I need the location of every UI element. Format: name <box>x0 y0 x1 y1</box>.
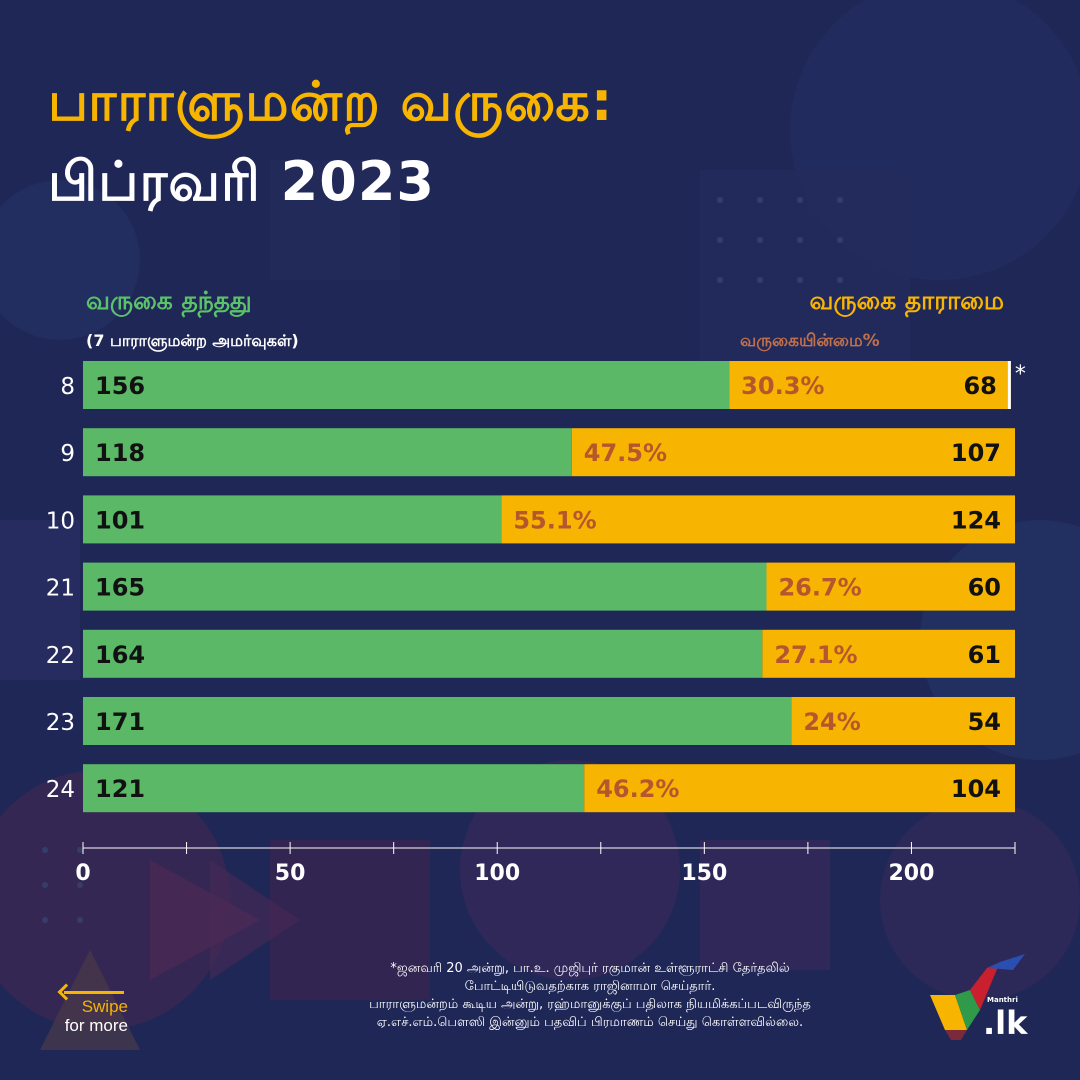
category-label: 9 <box>60 441 75 467</box>
bar-absent <box>501 495 1015 544</box>
bar-present <box>83 697 792 745</box>
swipe-label: Swipe <box>81 997 128 1016</box>
absent-value-label: 60 <box>968 574 1001 602</box>
bar-present <box>83 495 502 544</box>
absent-value-label: 54 <box>968 708 1001 736</box>
x-tick-label: 0 <box>75 861 90 886</box>
legend-absent: வருகை தாராமை <box>809 286 1004 315</box>
title-line-1: பாராளுமன்ற வருகை: <box>48 70 614 133</box>
bar-absent <box>766 562 1015 611</box>
absence-percent-label: 47.5% <box>584 439 667 467</box>
legend-present: வருகை தந்தது <box>86 286 252 315</box>
swipe-sub-label: for more <box>64 1016 128 1035</box>
bar-absent <box>791 697 1015 745</box>
present-value-label: 118 <box>95 439 145 467</box>
category-label: 10 <box>46 508 75 534</box>
footnote: *ஜனவரி 20 அன்று, பா.உ. முஜிபுர் ரகுமான் … <box>250 960 930 1032</box>
title-line-2: பிப்ரவரி 2023 <box>48 150 435 213</box>
legend-present-subtitle: (7 பாராளுமன்ற அமர்வுகள்) <box>86 331 299 350</box>
bar-present <box>83 428 572 477</box>
footnote-line-3: பாராளுமன்றம் கூடிய அன்று, ரஹ்மானுக்குப் … <box>369 997 811 1012</box>
category-label: 8 <box>60 374 75 400</box>
absent-value-label: 68 <box>963 372 996 400</box>
absence-percent-label: 24% <box>803 708 860 736</box>
arrow-left-icon <box>48 985 128 997</box>
present-value-label: 101 <box>95 506 145 534</box>
present-value-label: 121 <box>95 775 145 803</box>
bar-present <box>83 361 730 409</box>
bar-present <box>83 629 763 678</box>
category-label: 24 <box>46 777 75 803</box>
legend-absent-percent-label: வருகையின்மை% <box>740 331 880 351</box>
logo-small-text: Manthri <box>987 996 1018 1004</box>
absence-percent-label: 30.3% <box>741 372 824 400</box>
category-label: 23 <box>46 710 75 736</box>
asterisk-marker-line <box>1007 361 1011 409</box>
bar-present <box>83 764 585 813</box>
absent-value-label: 61 <box>968 641 1001 669</box>
absence-percent-label: 55.1% <box>513 506 596 534</box>
x-tick-label: 100 <box>474 861 520 886</box>
absence-percent-label: 26.7% <box>778 574 861 602</box>
checkmark-logo-icon <box>930 954 1025 1040</box>
absence-percent-label: 27.1% <box>774 641 857 669</box>
present-value-label: 156 <box>95 372 145 400</box>
bar-present <box>83 562 767 611</box>
x-tick-label: 200 <box>888 861 934 886</box>
swipe-hint[interactable]: Swipe for more <box>48 985 128 1035</box>
present-value-label: 164 <box>95 641 145 669</box>
present-value-label: 165 <box>95 574 145 602</box>
category-label: 22 <box>46 643 75 669</box>
category-label: 21 <box>46 576 75 602</box>
manthri-logo: Manthri .lk <box>925 950 1035 1045</box>
footnote-line-1: *ஜனவரி 20 அன்று, பா.உ. முஜிபுர் ரகுமான் … <box>390 961 790 976</box>
present-value-label: 171 <box>95 708 145 736</box>
page-title: பாராளுமன்ற வருகை: பிப்ரவரி 2023 <box>48 62 614 222</box>
footnote-line-2: போட்டியிடுவதற்காக ராஜினாமா செய்தார். <box>464 979 716 994</box>
bar-absent <box>729 361 1011 409</box>
x-tick-label: 50 <box>275 861 306 886</box>
bar-absent <box>571 428 1015 477</box>
absent-value-label: 124 <box>951 506 1001 534</box>
footnote-line-4: ஏ.எச்.எம்.பௌஸி இன்னும் பதவிப் பிரமாணம் ச… <box>376 1015 804 1030</box>
bar-absent <box>584 764 1015 813</box>
absent-value-label: 107 <box>951 439 1001 467</box>
absent-value-label: 104 <box>951 775 1001 803</box>
x-tick-label: 150 <box>681 861 727 886</box>
bar-absent <box>762 629 1015 678</box>
asterisk-marker: * <box>1015 362 1026 387</box>
logo-text: .lk <box>983 1004 1028 1042</box>
absence-percent-label: 46.2% <box>596 775 679 803</box>
